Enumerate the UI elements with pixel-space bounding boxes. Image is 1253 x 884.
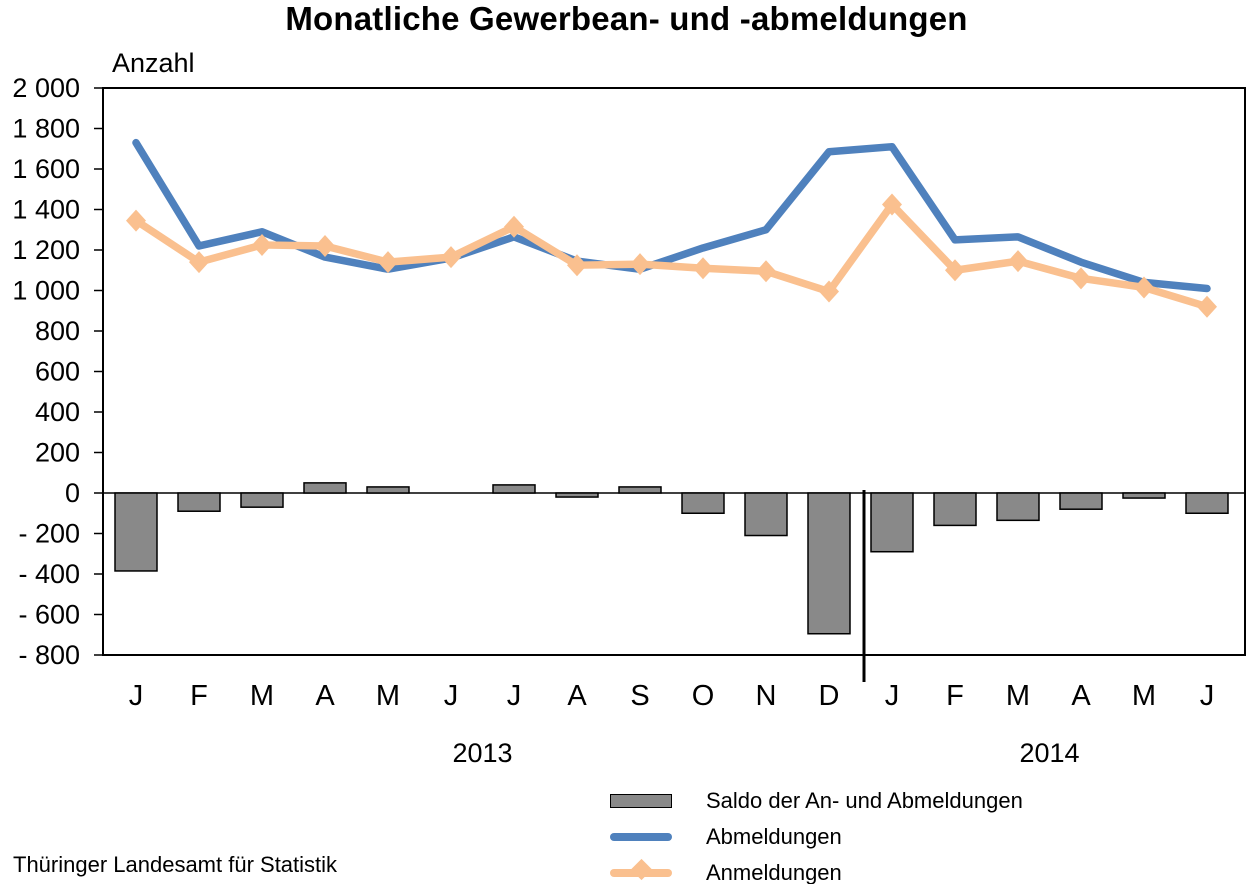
saldo-bar xyxy=(807,492,851,635)
abmeldungen-swatch xyxy=(610,833,672,841)
line-swatch-icon xyxy=(610,833,672,841)
month-label: M xyxy=(250,680,274,712)
bar-swatch-icon xyxy=(610,794,672,808)
month-label: O xyxy=(692,680,715,712)
year-label: 2014 xyxy=(1019,738,1079,768)
y-tick-label: 600 xyxy=(35,357,80,387)
month-label: J xyxy=(444,680,459,712)
month-label: J xyxy=(129,680,144,712)
anmeldungen-marker xyxy=(1197,295,1217,318)
saldo-bar xyxy=(996,492,1040,522)
anmeldungen-line xyxy=(132,200,1211,311)
saldo-bar xyxy=(1185,492,1229,514)
saldo-bar xyxy=(555,492,599,498)
abmeldungen-line xyxy=(132,138,1211,293)
month-label: M xyxy=(1006,680,1030,712)
y-tick-label: 1 800 xyxy=(12,114,80,144)
saldo-bar xyxy=(681,492,725,514)
y-tick-label: - 200 xyxy=(18,519,80,549)
month-label: F xyxy=(946,680,964,712)
y-tick-label: 0 xyxy=(65,478,80,508)
legend-item-abmeldungen: Abmeldungen xyxy=(610,819,1023,855)
anmeldungen-marker xyxy=(504,215,524,238)
legend-label-saldo: Saldo der An- und Abmeldungen xyxy=(706,788,1023,813)
y-tick-label: 2 000 xyxy=(12,73,80,103)
y-tick-label: 1 000 xyxy=(12,276,80,306)
y-tick-label: 200 xyxy=(35,438,80,468)
anmeldungen-marker xyxy=(693,257,713,280)
y-tick-label: - 800 xyxy=(18,640,80,670)
anmeldungen-marker xyxy=(819,280,839,303)
legend-label-abmeldungen: Abmeldungen xyxy=(706,824,842,849)
saldo-bar xyxy=(177,492,221,512)
anmeldungen-marker xyxy=(1008,250,1028,273)
saldo-bar xyxy=(933,492,977,527)
saldo-bar xyxy=(303,482,347,494)
month-label: N xyxy=(756,680,777,712)
month-label: F xyxy=(190,680,208,712)
y-tick-label: 800 xyxy=(35,316,80,346)
saldo-bar xyxy=(240,492,284,508)
chart-title: Monatliche Gewerbean- und -abmeldungen xyxy=(285,0,968,37)
anmeldungen-marker xyxy=(378,251,398,274)
anmeldungen-marker xyxy=(1134,276,1154,299)
anmeldungen-marker xyxy=(756,260,776,283)
month-label: J xyxy=(507,680,522,712)
anmeldungen-marker xyxy=(882,193,902,216)
legend-item-anmeldungen: Anmeldungen xyxy=(610,855,1023,884)
month-label: A xyxy=(315,680,335,712)
y-tick-label: 400 xyxy=(35,397,80,427)
y-tick-label: 1 600 xyxy=(12,154,80,184)
anmeldungen-swatch xyxy=(610,858,672,881)
saldo-bar xyxy=(492,484,536,494)
y-axis-unit-label: Anzahl xyxy=(112,48,195,78)
year-label: 2013 xyxy=(452,738,512,768)
month-label: S xyxy=(630,680,649,712)
anmeldungen-marker xyxy=(441,246,461,269)
saldo-bar xyxy=(618,486,662,494)
month-label: D xyxy=(819,680,840,712)
legend-label-anmeldungen: Anmeldungen xyxy=(706,860,842,884)
saldo-bar xyxy=(744,492,788,537)
month-label: M xyxy=(376,680,400,712)
legend-item-saldo: Saldo der An- und Abmeldungen xyxy=(610,783,1023,819)
month-label: J xyxy=(1200,680,1215,712)
anmeldungen-marker xyxy=(252,233,272,256)
y-tick-label: - 600 xyxy=(18,600,80,630)
legend: Saldo der An- und Abmeldungen Abmeldunge… xyxy=(610,783,1023,884)
source-attribution: Thüringer Landesamt für Statistik xyxy=(13,852,338,877)
plot-frame xyxy=(102,87,1246,656)
anmeldungen-marker xyxy=(189,251,209,274)
anmeldungen-marker xyxy=(630,253,650,276)
anmeldungen-marker xyxy=(1071,267,1091,290)
saldo-bar xyxy=(1122,492,1166,499)
anmeldungen-marker xyxy=(315,234,335,257)
month-label: A xyxy=(567,680,587,712)
saldo-swatch xyxy=(610,794,672,808)
anmeldungen-marker xyxy=(945,259,965,282)
y-tick-label: 1 400 xyxy=(12,195,80,225)
anmeldungen-marker xyxy=(126,209,146,232)
month-label: A xyxy=(1071,680,1091,712)
anmeldungen-marker xyxy=(567,254,587,277)
saldo-bar xyxy=(114,492,158,572)
y-tick-label: - 400 xyxy=(18,559,80,589)
saldo-bar xyxy=(1059,492,1103,510)
saldo-bar xyxy=(366,486,410,494)
y-tick-label: 1 200 xyxy=(12,235,80,265)
month-label: J xyxy=(885,680,900,712)
saldo-bar xyxy=(870,492,914,553)
month-label: M xyxy=(1132,680,1156,712)
